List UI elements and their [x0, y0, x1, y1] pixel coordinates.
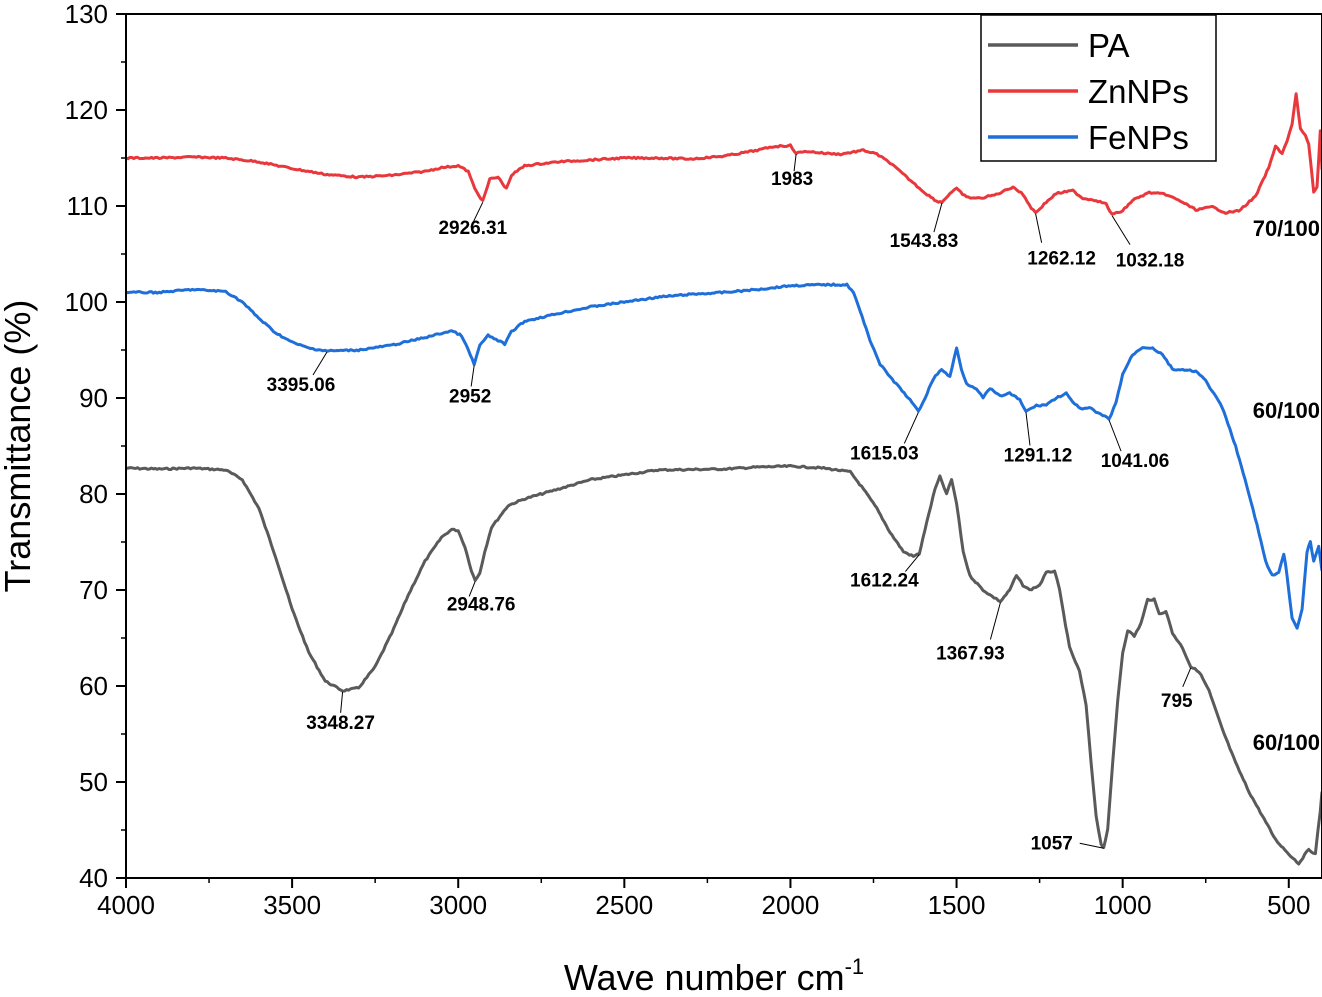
annotation-leader	[1079, 842, 1104, 849]
annotation-leader	[312, 351, 328, 376]
y-tick-label: 70	[79, 575, 108, 605]
scale-label-pa: 60/100	[1253, 730, 1320, 755]
series-layer	[126, 92, 1322, 866]
annotation-layer: 60/100 70/100 60/100 2926.31 1983 1543.83 1262…	[267, 154, 1320, 854]
annotation-leader	[1182, 667, 1192, 687]
y-tick-label: 50	[79, 767, 108, 797]
legend-label: PA	[1088, 27, 1130, 64]
y-tick-label: 60	[79, 671, 108, 701]
annotation-leader	[903, 412, 919, 444]
annotation-leader	[933, 203, 943, 233]
annotation-leader	[904, 554, 920, 572]
y-tick-label: 110	[67, 191, 108, 221]
peak-label: 3395.06	[267, 375, 336, 396]
x-tick-label: 3000	[429, 890, 487, 920]
axes-layer: 4000 3500 3000 2500 2000 1500 1000 500 40 50 60 70 8…	[65, 0, 1322, 920]
x-tick-label: 3500	[263, 890, 321, 920]
legend-label: FeNPs	[1088, 119, 1189, 156]
x-axis-title: Wave number cm-1	[564, 954, 864, 997]
peak-label: 1983	[771, 169, 813, 190]
x-tick-label: 1500	[928, 890, 986, 920]
peak-label: 1615.03	[850, 443, 919, 464]
annotation-leader	[1035, 213, 1043, 243]
annotation-leader	[989, 602, 1001, 640]
series-line-pa	[126, 464, 1322, 866]
x-axis-title-main: Wave number cm	[564, 957, 845, 997]
peak-label: 3348.27	[306, 713, 375, 734]
annotation-leader	[468, 581, 476, 597]
peak-label: 1367.93	[936, 644, 1005, 665]
series-line-fenps	[126, 282, 1322, 630]
peak-label: 795	[1161, 691, 1193, 712]
scale-label-fenps: 60/100	[1253, 398, 1320, 423]
annotation-leader	[470, 201, 484, 228]
series-line-znnps	[126, 92, 1322, 216]
peak-label: 1543.83	[890, 231, 959, 252]
peak-label: 1262.12	[1027, 249, 1096, 270]
annotation-leader	[470, 365, 475, 387]
annotation-leader	[1111, 215, 1131, 245]
x-tick-label: 4000	[97, 890, 155, 920]
peak-label: 1291.12	[1004, 445, 1073, 466]
x-tick-label: 1000	[1094, 890, 1152, 920]
x-tick-label: 2000	[762, 890, 820, 920]
peak-label: 1612.24	[850, 571, 919, 592]
y-tick-label: 100	[65, 287, 108, 317]
peak-label: 1041.06	[1101, 451, 1170, 472]
y-tick-label: 120	[65, 95, 108, 125]
annotation-leader	[1025, 412, 1031, 446]
x-axis-title-superscript: -1	[845, 954, 865, 979]
peak-label: 2952	[449, 386, 491, 407]
y-tick-label: 80	[79, 479, 108, 509]
legend: PA ZnNPs FeNPs	[980, 14, 1217, 162]
y-axis-title: Transmittance (%)	[0, 300, 38, 593]
peak-label: 1057	[1031, 833, 1073, 854]
annotation-leader	[340, 691, 344, 713]
scale-label-znnps: 70/100	[1253, 216, 1320, 241]
y-tick-label: 90	[79, 383, 108, 413]
x-tick-label: 2500	[595, 890, 653, 920]
peak-label: 2926.31	[438, 218, 507, 239]
legend-label: ZnNPs	[1088, 73, 1189, 110]
peak-label: 2948.76	[447, 594, 516, 615]
x-tick-label: 500	[1267, 890, 1310, 920]
annotation-leader	[1108, 419, 1122, 452]
y-tick-label: 40	[79, 863, 108, 893]
annotation-leader	[793, 154, 797, 172]
peak-label: 1032.18	[1116, 251, 1185, 272]
y-tick-label: 130	[65, 0, 108, 29]
